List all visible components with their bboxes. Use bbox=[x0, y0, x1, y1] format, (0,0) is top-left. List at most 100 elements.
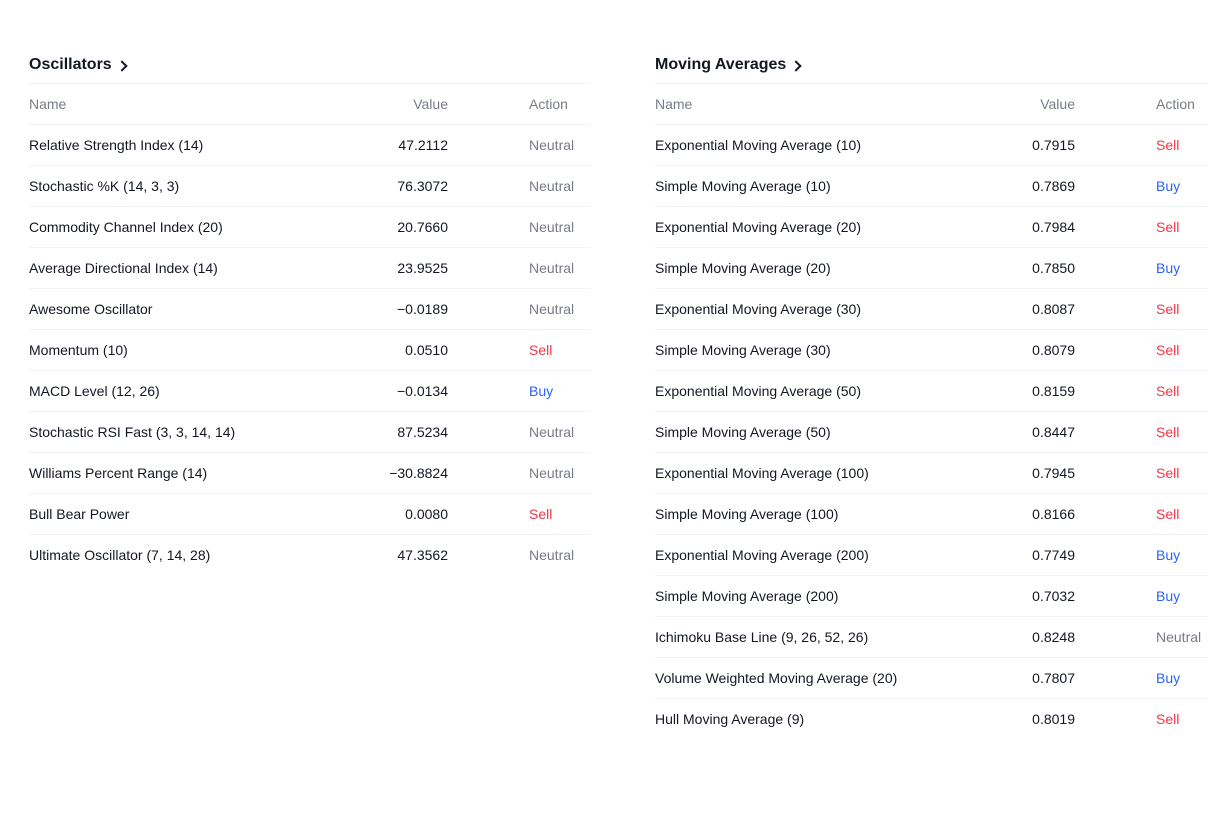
action-badge: Buy bbox=[1156, 178, 1181, 194]
action-badge: Buy bbox=[1156, 547, 1181, 563]
action-badge: Neutral bbox=[529, 178, 575, 194]
indicator-name: Simple Moving Average (50) bbox=[655, 424, 831, 440]
moving-averages-header-link[interactable]: Moving Averages bbox=[655, 47, 1208, 84]
indicator-name: Stochastic %K (14, 3, 3) bbox=[29, 178, 180, 194]
action-badge: Sell bbox=[1156, 711, 1180, 727]
table-row: Bull Bear Power 0.0080 Sell bbox=[29, 494, 591, 535]
action-badge: Neutral bbox=[529, 219, 575, 235]
indicator-name: Simple Moving Average (200) bbox=[655, 588, 839, 604]
action-badge: Neutral bbox=[529, 301, 575, 317]
indicator-name: Relative Strength Index (14) bbox=[29, 137, 204, 153]
oscillators-panel: Oscillators Name Value Action Relative S… bbox=[29, 47, 591, 575]
action-badge: Sell bbox=[529, 342, 553, 358]
moving-averages-title: Moving Averages bbox=[655, 56, 787, 73]
indicator-name: Hull Moving Average (9) bbox=[655, 711, 805, 727]
action-badge: Sell bbox=[529, 506, 553, 522]
indicator-name: Williams Percent Range (14) bbox=[29, 465, 208, 481]
oscillators-table-header: Name Value Action bbox=[29, 84, 591, 125]
action-badge: Neutral bbox=[529, 424, 575, 440]
indicator-value: 87.5234 bbox=[397, 424, 448, 440]
indicator-value: 0.8159 bbox=[1032, 383, 1075, 399]
table-row: Average Directional Index (14) 23.9525 Neu… bbox=[29, 248, 591, 289]
column-header-name: Name bbox=[29, 96, 67, 112]
table-row: Stochastic RSI Fast (3, 3, 14, 14) 87.523… bbox=[29, 412, 591, 453]
indicator-name: Ichimoku Base Line (9, 26, 52, 26) bbox=[655, 629, 869, 645]
indicator-value: 0.0080 bbox=[405, 506, 448, 522]
table-row: Exponential Moving Average (20) 0.7984 Sel… bbox=[655, 207, 1208, 248]
indicator-name: Simple Moving Average (100) bbox=[655, 506, 839, 522]
oscillators-table-body: Relative Strength Index (14) 47.2112 Neutr… bbox=[29, 125, 591, 575]
action-badge: Buy bbox=[1156, 260, 1181, 276]
table-row: Williams Percent Range (14) −30.8824 Neutr… bbox=[29, 453, 591, 494]
indicator-name: Commodity Channel Index (20) bbox=[29, 219, 223, 235]
indicator-name: Exponential Moving Average (10) bbox=[655, 137, 861, 153]
table-row: Hull Moving Average (9) 0.8019 Sell bbox=[655, 699, 1208, 739]
indicator-value: 0.8447 bbox=[1032, 424, 1075, 440]
moving-averages-table-body: Exponential Moving Average (10) 0.7915 Sel… bbox=[655, 125, 1208, 739]
action-badge: Sell bbox=[1156, 219, 1180, 235]
table-row: Stochastic %K (14, 3, 3) 76.3072 Neutral bbox=[29, 166, 591, 207]
oscillators-header-link[interactable]: Oscillators bbox=[29, 47, 591, 84]
indicator-value: 0.8248 bbox=[1032, 629, 1075, 645]
indicator-name: Bull Bear Power bbox=[29, 506, 130, 522]
indicator-value: −0.0134 bbox=[397, 383, 448, 399]
action-badge: Sell bbox=[1156, 301, 1180, 317]
indicator-name: Awesome Oscillator bbox=[29, 301, 153, 317]
indicator-name: MACD Level (12, 26) bbox=[29, 383, 160, 399]
indicator-value: −30.8824 bbox=[389, 465, 448, 481]
indicator-name: Exponential Moving Average (20) bbox=[655, 219, 861, 235]
table-row: Volume Weighted Moving Average (20) 0.780… bbox=[655, 658, 1208, 699]
indicator-value: 76.3072 bbox=[397, 178, 448, 194]
indicator-value: 0.8087 bbox=[1032, 301, 1075, 317]
table-row: Exponential Moving Average (30) 0.8087 Sel… bbox=[655, 289, 1208, 330]
action-badge: Sell bbox=[1156, 383, 1180, 399]
indicator-value: 0.7850 bbox=[1032, 260, 1075, 276]
table-row: Exponential Moving Average (10) 0.7915 Sel… bbox=[655, 125, 1208, 166]
table-row: Relative Strength Index (14) 47.2112 Neutr… bbox=[29, 125, 591, 166]
action-badge: Buy bbox=[1156, 588, 1181, 604]
indicator-value: 0.8166 bbox=[1032, 506, 1075, 522]
action-badge: Neutral bbox=[529, 260, 575, 276]
oscillators-title: Oscillators bbox=[29, 56, 112, 73]
action-badge: Neutral bbox=[529, 137, 575, 153]
indicator-value: 20.7660 bbox=[397, 219, 448, 235]
action-badge: Sell bbox=[1156, 424, 1180, 440]
indicator-name: Simple Moving Average (10) bbox=[655, 178, 831, 194]
table-row: Exponential Moving Average (50) 0.8159 Sel… bbox=[655, 371, 1208, 412]
indicator-value: 0.7032 bbox=[1032, 588, 1075, 604]
indicator-name: Exponential Moving Average (50) bbox=[655, 383, 861, 399]
indicator-name: Exponential Moving Average (100) bbox=[655, 465, 869, 481]
indicator-value: 47.3562 bbox=[397, 547, 448, 563]
indicator-name: Stochastic RSI Fast (3, 3, 14, 14) bbox=[29, 424, 236, 440]
action-badge: Sell bbox=[1156, 137, 1180, 153]
action-badge: Sell bbox=[1156, 342, 1180, 358]
indicator-value: 0.8019 bbox=[1032, 711, 1075, 727]
indicator-value: 0.7915 bbox=[1032, 137, 1075, 153]
table-row: Commodity Channel Index (20) 20.7660 Neutr… bbox=[29, 207, 591, 248]
indicator-name: Momentum (10) bbox=[29, 342, 128, 358]
table-row: Simple Moving Average (30) 0.8079 Sell bbox=[655, 330, 1208, 371]
indicator-value: −0.0189 bbox=[397, 301, 448, 317]
column-header-action: Action bbox=[529, 96, 568, 112]
indicator-value: 0.8079 bbox=[1032, 342, 1075, 358]
column-header-name: Name bbox=[655, 96, 693, 112]
table-row: MACD Level (12, 26) −0.0134 Buy bbox=[29, 371, 591, 412]
table-row: Momentum (10) 0.0510 Sell bbox=[29, 330, 591, 371]
indicator-value: 0.7945 bbox=[1032, 465, 1075, 481]
action-badge: Neutral bbox=[529, 465, 575, 481]
action-badge: Sell bbox=[1156, 506, 1180, 522]
indicator-value: 0.7984 bbox=[1032, 219, 1075, 235]
chevron-right-icon bbox=[116, 59, 128, 72]
indicator-value: 0.7807 bbox=[1032, 670, 1075, 686]
indicator-name: Exponential Moving Average (200) bbox=[655, 547, 869, 563]
table-row: Simple Moving Average (10) 0.7869 Buy bbox=[655, 166, 1208, 207]
indicator-name: Simple Moving Average (30) bbox=[655, 342, 831, 358]
table-row: Simple Moving Average (100) 0.8166 Sell bbox=[655, 494, 1208, 535]
action-badge: Neutral bbox=[529, 547, 575, 563]
action-badge: Buy bbox=[1156, 670, 1181, 686]
moving-averages-table-header: Name Value Action bbox=[655, 84, 1208, 125]
indicator-value: 0.7869 bbox=[1032, 178, 1075, 194]
column-header-value: Value bbox=[1040, 96, 1075, 112]
indicator-name: Simple Moving Average (20) bbox=[655, 260, 831, 276]
table-row: Awesome Oscillator −0.0189 Neutral bbox=[29, 289, 591, 330]
